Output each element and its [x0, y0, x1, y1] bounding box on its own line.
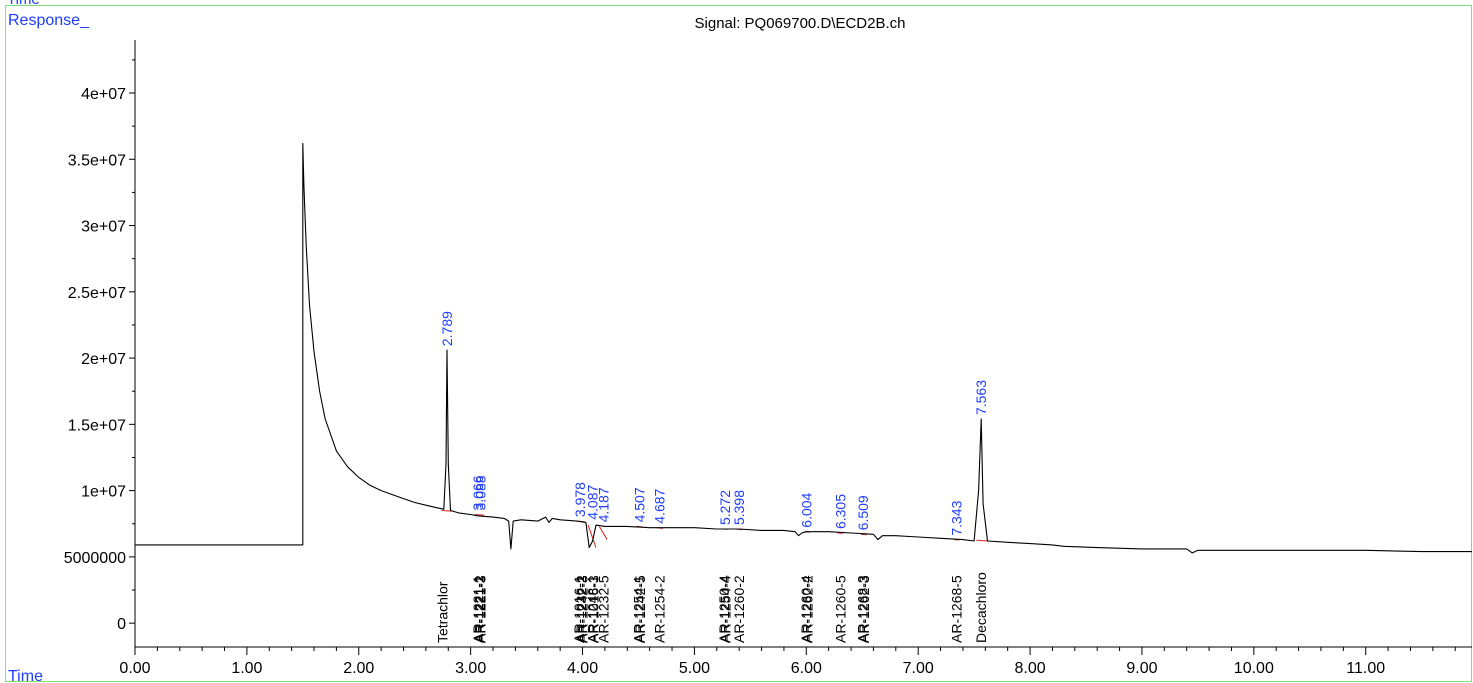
x-tick-label: 11.00	[1346, 660, 1385, 677]
x-tick-label: 0.00	[119, 660, 150, 677]
peak-rt-label: 2.789	[439, 311, 455, 346]
compound-label: AR-1262-2	[799, 575, 815, 643]
x-tick-label: 8.00	[1014, 660, 1045, 677]
peak-baseline	[441, 509, 452, 512]
compound-labels: Tetrachlor AR-1221-1AR-1221-2AR-1221-3 AR-…	[435, 572, 989, 643]
compound-label: AR-1232-5	[595, 575, 611, 643]
x-tick-label: 2.00	[343, 660, 374, 677]
y-tick-label: 0	[117, 616, 126, 633]
compound-label: AR-1254-2	[651, 575, 667, 643]
compound-label: AR-1260-2	[731, 575, 747, 643]
y-tick-label: 1e+07	[81, 484, 126, 501]
compound-label: Decachloro	[973, 572, 989, 643]
peak-baseline	[976, 539, 988, 542]
peak-rt-label: 7.343	[949, 500, 965, 535]
x-tick-label: 5.00	[679, 660, 710, 677]
peak-rt-label: 3.978	[572, 482, 588, 517]
chart-title: Signal: PQ069700.D\ECD2B.ch	[695, 15, 906, 32]
y-tick-label: 3.5e+07	[68, 152, 126, 169]
time-corner-label: Time	[7, 0, 40, 8]
plot-frame	[5, 5, 1472, 682]
x-tick-label: 1.00	[231, 660, 262, 677]
y-tick-label: 3e+07	[81, 219, 126, 236]
x-tick-label: 7.00	[903, 660, 934, 677]
y-axis-label: Response_	[8, 12, 90, 29]
compound-label: AR-1221-3	[472, 575, 488, 643]
peak-baseline	[587, 524, 597, 548]
peak-rt-label: 6.509	[855, 495, 871, 530]
peak-rt-label: 4.687	[651, 488, 667, 523]
compound-label: AR-1016-1	[571, 575, 587, 643]
compound-label: AR-1262-3	[856, 575, 872, 643]
compound-label: AR-1268-5	[949, 575, 965, 643]
peak-rt-label: 6.305	[832, 494, 848, 529]
peak-rt-label: 7.563	[973, 380, 989, 415]
compound-label: AR-1221-2	[471, 575, 487, 643]
axes: 0 5000000 1e+07 1.5e+07 2e+07 2.5e+07 3e+07 3.5…	[64, 40, 1472, 677]
compound-label: AR-1254-1	[630, 575, 646, 643]
y-tick-label: 2e+07	[81, 351, 126, 368]
peak-rt-label: 3.066	[470, 475, 486, 510]
peak-rt-label: 4.187	[595, 487, 611, 522]
compound-label: AR-1242-3	[575, 575, 591, 643]
x-tick-label: 6.00	[791, 660, 822, 677]
peak-rt-label: 4.087	[584, 484, 600, 519]
y-tick-label: 4e+07	[81, 86, 126, 103]
y-tick-label: 2.5e+07	[68, 285, 126, 302]
y-tick-label: 1.5e+07	[68, 417, 126, 434]
compound-label: Tetrachlor	[435, 581, 451, 643]
peak-rt-label: 5.272	[717, 490, 733, 525]
compound-label: AR-1242-5	[632, 575, 648, 643]
x-tick-label: 4.00	[567, 660, 598, 677]
compound-label: AR-1221-1	[470, 575, 486, 643]
compound-label: AR-1016-3	[586, 575, 602, 643]
compound-label: AR-1260-4	[798, 575, 814, 643]
peak-baseline	[475, 513, 485, 516]
signal-trace	[135, 142, 1472, 554]
y-tick-label: 5000000	[64, 550, 126, 567]
compound-label: AR-1248-1	[584, 575, 600, 643]
signal-trace-layer	[135, 142, 1472, 554]
peak-baseline	[598, 526, 608, 540]
compound-label: AR-1254-4	[718, 575, 734, 643]
x-tick-label: 3.00	[455, 660, 486, 677]
peak-rt-label: 3.088	[472, 475, 488, 510]
peak-rt-label: 4.507	[631, 487, 647, 522]
compound-label: AR-1268-3	[855, 575, 871, 643]
compound-label: AR-1260-5	[832, 575, 848, 643]
x-tick-label: 10.00	[1234, 660, 1274, 677]
x-tick-label: 9.00	[1126, 660, 1157, 677]
peak-rt-label: 5.398	[731, 490, 747, 525]
x-axis-label: Time	[8, 668, 43, 683]
compound-label: AR-1232-2	[573, 575, 589, 643]
peak-rt-label: 6.004	[799, 492, 815, 527]
compound-label: AR-1250-4	[716, 575, 732, 643]
